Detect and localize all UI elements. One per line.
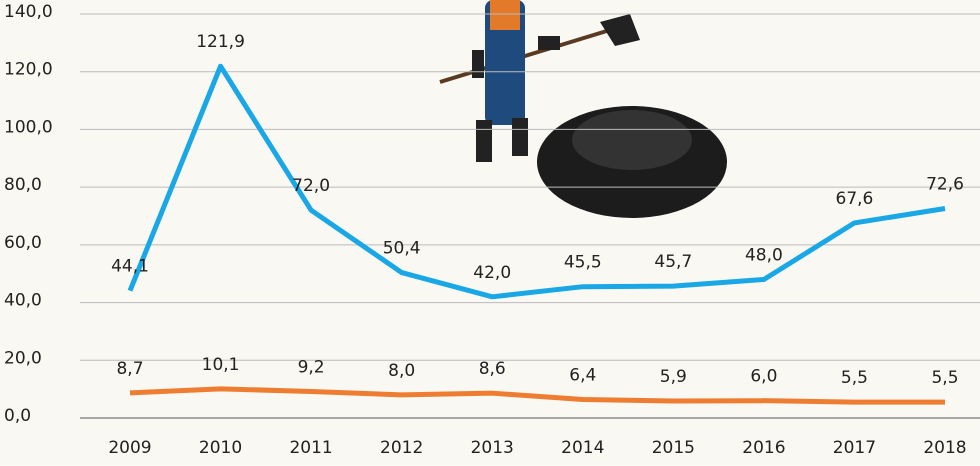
plot: 0,0 20,0 40,0 60,0 80,0 100,0 120,0 140,0 2009 20… (4, 2, 980, 458)
data-label: 8,7 (116, 359, 143, 379)
x-tick-label: 2010 (199, 438, 242, 458)
y-tick-label: 0,0 (4, 406, 31, 426)
data-label: 72,0 (292, 176, 330, 196)
data-label: 10,1 (202, 355, 240, 375)
data-label: 5,5 (931, 368, 958, 388)
series-line (129, 386, 945, 405)
x-tick-label: 2015 (652, 438, 695, 458)
x-tick-label: 2018 (923, 438, 966, 458)
series-line (127, 63, 946, 300)
data-label: 6,0 (750, 367, 777, 387)
data-label: 5,9 (660, 367, 687, 387)
coal-illustration (439, 0, 727, 218)
y-tick-label: 40,0 (4, 291, 42, 311)
y-tick-label: 100,0 (4, 117, 53, 137)
y-tick-label: 140,0 (4, 2, 53, 22)
x-tick-label: 2012 (380, 438, 423, 458)
data-label: 72,6 (926, 174, 964, 194)
data-label: 5,5 (841, 368, 868, 388)
data-label: 45,7 (654, 252, 692, 272)
x-tick-label: 2013 (471, 438, 514, 458)
x-tick-label: 2014 (561, 438, 604, 458)
data-label: 45,5 (564, 253, 602, 273)
y-tick-label: 80,0 (4, 175, 42, 195)
shovel-blade (600, 14, 640, 46)
miner-glove (538, 36, 560, 50)
data-label: 50,4 (383, 239, 421, 259)
x-tick-label: 2016 (742, 438, 785, 458)
coal-pile-highlight (572, 110, 692, 170)
miner-glove (472, 50, 484, 78)
miner-overalls (485, 0, 525, 125)
data-label: 48,0 (745, 245, 783, 265)
data-label: 67,6 (836, 189, 874, 209)
miner-shirt (490, 0, 520, 30)
data-label: 8,0 (388, 361, 415, 381)
data-label: 6,4 (569, 366, 596, 386)
miner-boot (512, 118, 528, 156)
miner-boot (476, 120, 492, 162)
data-label: 9,2 (298, 357, 325, 377)
y-tick-label: 120,0 (4, 60, 53, 80)
y-tick-label: 60,0 (4, 233, 42, 253)
x-tick-label: 2011 (289, 438, 332, 458)
data-label: 42,0 (473, 263, 511, 283)
data-label: 121,9 (196, 32, 245, 52)
y-tick-label: 20,0 (4, 348, 42, 368)
x-tick-label: 2017 (833, 438, 876, 458)
data-label: 8,6 (479, 359, 506, 379)
data-label: 44,1 (111, 257, 149, 277)
x-tick-label: 2009 (108, 438, 151, 458)
